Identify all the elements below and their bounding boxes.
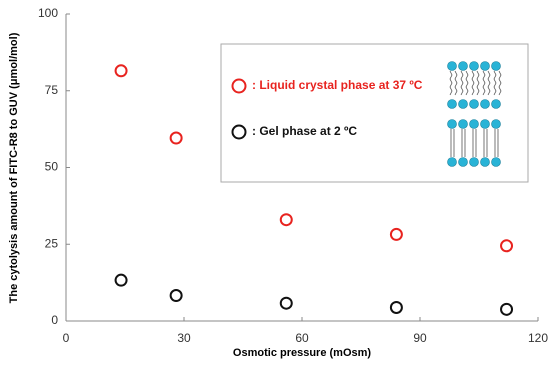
y-tick-label: 100 — [38, 6, 58, 20]
point — [114, 273, 128, 287]
y-axis-title: The cytolysis amount of FITC-R8 to GUV (… — [8, 32, 20, 303]
legend-label: : Liquid crystal phase at 37 ºC — [252, 78, 423, 92]
x-axis-title: Osmotic pressure (mOsm) — [233, 347, 371, 359]
y-tick-label: 25 — [45, 236, 59, 250]
point — [169, 131, 183, 145]
y-tick-label: 50 — [45, 160, 59, 174]
x-tick-label: 0 — [63, 331, 70, 345]
y-tick-label: 75 — [45, 83, 59, 97]
point — [500, 239, 514, 253]
x-tick-label: 30 — [177, 331, 191, 345]
point — [279, 296, 293, 310]
point — [279, 213, 293, 227]
point — [500, 302, 514, 316]
x-tick-label: 120 — [528, 331, 548, 345]
lipid-icon — [447, 61, 501, 167]
point — [114, 64, 128, 78]
legend-marker — [231, 124, 247, 140]
point — [389, 300, 403, 314]
point — [169, 289, 183, 303]
legend-marker — [231, 78, 247, 94]
y-tick-label: 0 — [51, 313, 58, 327]
legend-label: : Gel phase at 2 ºC — [252, 124, 357, 138]
x-tick-label: 60 — [295, 331, 309, 345]
lipid-tails — [449, 70, 502, 157]
point — [389, 227, 403, 241]
x-tick-label: 90 — [413, 331, 427, 345]
